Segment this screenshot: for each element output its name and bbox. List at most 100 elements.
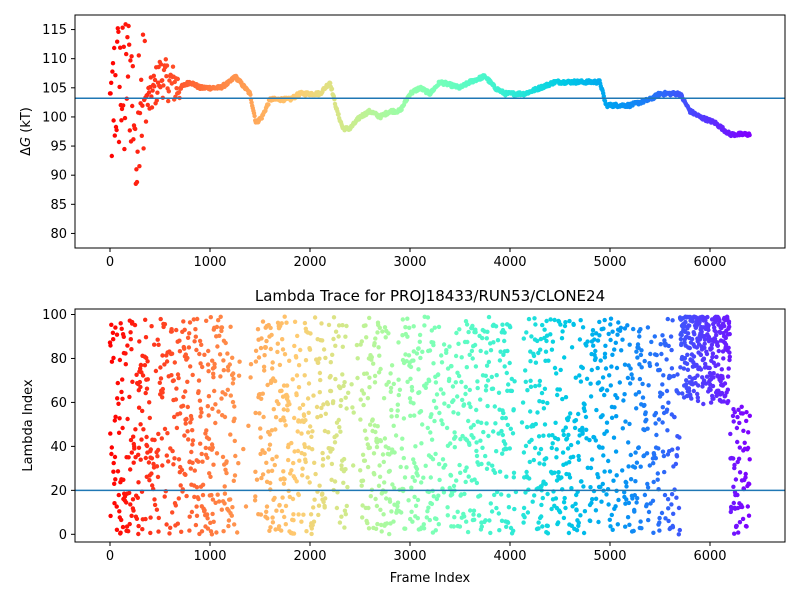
lambda-point xyxy=(730,413,736,419)
lambda-point xyxy=(619,348,624,353)
lambda-point xyxy=(725,387,730,392)
lambda-point xyxy=(608,337,613,343)
lambda-point xyxy=(437,410,442,416)
lambda-point xyxy=(545,523,550,529)
lambda-point xyxy=(698,367,704,372)
lambda-point xyxy=(190,442,195,447)
lambda-point xyxy=(711,371,716,376)
lambda-point xyxy=(178,483,183,488)
lambda-point xyxy=(467,442,472,447)
lambda-point xyxy=(556,520,561,525)
delta-g-point xyxy=(122,115,128,121)
lambda-point xyxy=(130,379,135,384)
lambda-point xyxy=(425,315,431,320)
lambda-point xyxy=(654,432,659,438)
lambda-point xyxy=(230,381,236,386)
lambda-point xyxy=(117,357,123,363)
lambda-point xyxy=(449,364,454,369)
delta-g-point xyxy=(116,29,121,34)
lambda-point xyxy=(270,457,275,462)
lambda-point xyxy=(496,511,501,516)
lambda-point xyxy=(737,420,742,426)
delta-g-point xyxy=(176,90,182,95)
lambda-point xyxy=(112,418,118,423)
lambda-point xyxy=(740,411,745,416)
lambda-point xyxy=(603,366,609,371)
lambda-point xyxy=(618,325,624,330)
lambda-point xyxy=(653,456,658,461)
lambda-point xyxy=(627,421,632,427)
lambda-point xyxy=(410,475,415,480)
lambda-point xyxy=(258,451,263,457)
lambda-point xyxy=(316,360,321,365)
lambda-point xyxy=(502,338,507,344)
lambda-point xyxy=(227,362,232,367)
delta-g-point xyxy=(119,118,124,123)
lambda-point xyxy=(395,504,400,509)
lambda-point xyxy=(196,459,201,464)
lambda-point xyxy=(321,499,326,505)
lambda-point xyxy=(615,332,620,337)
lambda-point xyxy=(611,435,617,440)
lambda-point xyxy=(155,454,160,459)
lambda-y-label: Lambda Index xyxy=(21,379,36,472)
lambda-point xyxy=(332,440,338,445)
lambda-point xyxy=(632,493,637,498)
lambda-point xyxy=(580,325,586,330)
lambda-point xyxy=(652,334,657,339)
lambda-point xyxy=(415,473,420,478)
lambda-point xyxy=(342,525,347,530)
lambda-point xyxy=(604,388,610,393)
lambda-point xyxy=(540,495,545,501)
lambda-point xyxy=(483,373,488,378)
lambda-point xyxy=(626,464,631,469)
lambda-point xyxy=(637,376,643,382)
lambda-point xyxy=(219,325,225,330)
lambda-point xyxy=(676,532,681,537)
lambda-point xyxy=(260,391,265,396)
lambda-point xyxy=(569,345,575,350)
lambda-point xyxy=(376,345,381,350)
lambda-point xyxy=(289,440,294,446)
lambda-point xyxy=(333,376,338,382)
lambda-point xyxy=(412,460,417,466)
lambda-point xyxy=(312,460,317,465)
lambda-point xyxy=(692,332,697,337)
lambda-point xyxy=(340,323,345,328)
lambda-point xyxy=(282,514,287,520)
lambda-point xyxy=(374,436,379,441)
lambda-point xyxy=(403,325,408,330)
lambda-point xyxy=(145,377,150,382)
lambda-point xyxy=(590,497,595,502)
lambda-point xyxy=(389,363,395,368)
lambda-point xyxy=(540,399,546,405)
lambda-point xyxy=(387,499,393,504)
lambda-point xyxy=(726,366,731,371)
delta-g-point xyxy=(329,86,335,92)
lambda-point xyxy=(193,334,198,339)
lambda-point xyxy=(210,497,216,502)
lambda-point xyxy=(612,405,617,410)
lambda-point xyxy=(150,483,155,488)
delta-g-point xyxy=(128,58,133,63)
lambda-point xyxy=(306,430,311,435)
lambda-point xyxy=(415,516,420,521)
lambda-point xyxy=(740,516,746,522)
lambda-point xyxy=(554,455,559,460)
lambda-point xyxy=(404,465,409,470)
lambda-point xyxy=(292,319,298,324)
lambda-point xyxy=(310,429,315,434)
lambda-point xyxy=(284,383,290,388)
lambda-point xyxy=(189,416,194,422)
lambda-point xyxy=(350,405,355,410)
lambda-point xyxy=(614,365,620,371)
lambda-point xyxy=(540,322,545,328)
lambda-point xyxy=(120,377,125,382)
lambda-point xyxy=(190,438,196,443)
lambda-point xyxy=(483,453,488,459)
delta-g-point xyxy=(118,45,123,50)
lambda-point xyxy=(173,397,179,402)
lambda-point xyxy=(474,440,479,445)
lambda-point xyxy=(149,471,154,476)
